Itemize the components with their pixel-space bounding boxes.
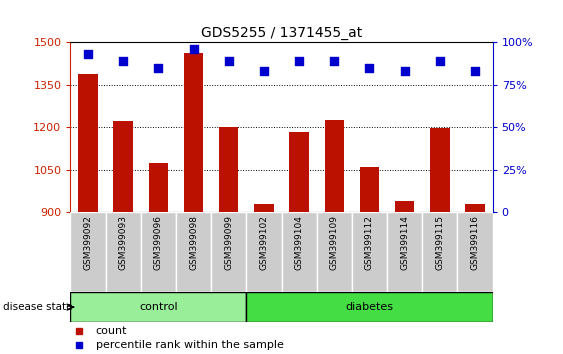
- Bar: [219, 127, 238, 212]
- Text: GSM399092: GSM399092: [83, 215, 92, 270]
- Point: [260, 69, 269, 74]
- Text: GSM399115: GSM399115: [435, 215, 444, 270]
- Bar: [247, 212, 282, 292]
- Text: disease state: disease state: [3, 302, 72, 312]
- Bar: [395, 201, 414, 212]
- Bar: [325, 120, 344, 212]
- Bar: [78, 74, 97, 212]
- Bar: [141, 212, 176, 292]
- Bar: [352, 212, 387, 292]
- Point: [471, 69, 480, 74]
- Text: GSM399098: GSM399098: [189, 215, 198, 270]
- Point: [154, 65, 163, 71]
- Text: GSM399112: GSM399112: [365, 215, 374, 270]
- Bar: [360, 166, 379, 212]
- Bar: [70, 292, 247, 322]
- Bar: [114, 121, 133, 212]
- Bar: [176, 212, 211, 292]
- Text: GSM399099: GSM399099: [224, 215, 233, 270]
- Point: [224, 58, 233, 64]
- Text: GSM399109: GSM399109: [330, 215, 339, 270]
- Point: [400, 69, 409, 74]
- Title: GDS5255 / 1371455_at: GDS5255 / 1371455_at: [201, 26, 362, 40]
- Bar: [70, 212, 106, 292]
- Bar: [430, 128, 449, 212]
- Bar: [184, 53, 203, 212]
- Text: control: control: [139, 302, 178, 312]
- Point: [435, 58, 444, 64]
- Text: GSM399104: GSM399104: [294, 215, 303, 270]
- Bar: [466, 205, 485, 212]
- Point: [189, 46, 198, 52]
- Text: GSM399114: GSM399114: [400, 215, 409, 270]
- Bar: [149, 164, 168, 212]
- Bar: [422, 212, 457, 292]
- Bar: [457, 212, 493, 292]
- Bar: [282, 212, 316, 292]
- Point: [83, 52, 92, 57]
- Bar: [316, 212, 352, 292]
- Bar: [211, 212, 247, 292]
- Text: GSM399093: GSM399093: [119, 215, 128, 270]
- Bar: [106, 212, 141, 292]
- Text: GSM399102: GSM399102: [260, 215, 269, 270]
- Bar: [247, 292, 493, 322]
- Text: percentile rank within the sample: percentile rank within the sample: [96, 339, 284, 350]
- Bar: [254, 205, 274, 212]
- Text: GSM399096: GSM399096: [154, 215, 163, 270]
- Bar: [387, 212, 422, 292]
- Text: diabetes: diabetes: [346, 302, 394, 312]
- Point: [119, 58, 128, 64]
- Text: count: count: [96, 326, 127, 336]
- Point: [330, 58, 339, 64]
- Text: GSM399116: GSM399116: [471, 215, 480, 270]
- Point: [294, 58, 303, 64]
- Bar: [289, 132, 309, 212]
- Point: [365, 65, 374, 71]
